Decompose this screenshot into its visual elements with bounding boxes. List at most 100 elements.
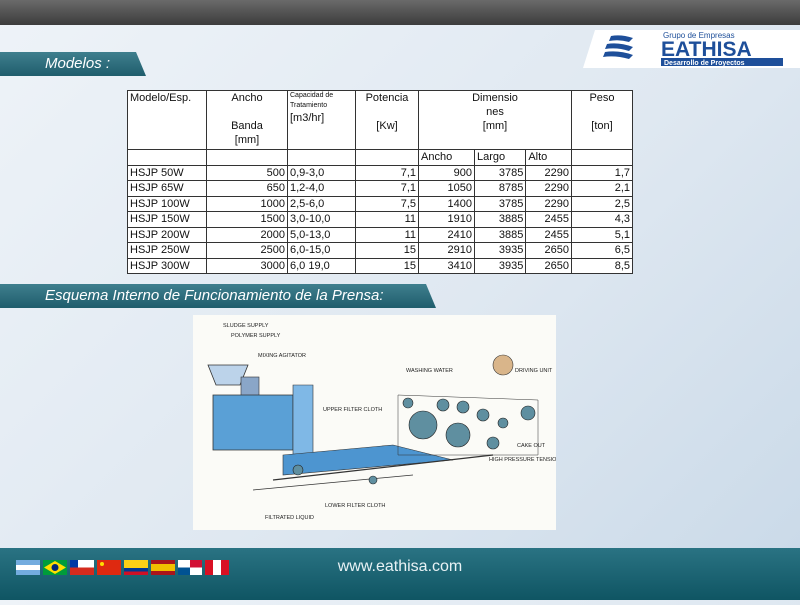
diagram-label: POLYMER SUPPLY xyxy=(231,333,281,339)
table-cell: 3785 xyxy=(474,195,527,212)
subheader-cell: Alto xyxy=(525,149,572,166)
table-cell: 650 xyxy=(206,180,288,197)
subheader-row: Ancho Largo Alto xyxy=(127,149,633,166)
table-row: HSJP 100W 1000 2,5-6,0 7,5 1400 3785 2290 2,5 xyxy=(127,195,633,212)
header-line: Capacidad de xyxy=(290,92,334,99)
subheader-cell: Largo xyxy=(474,149,527,166)
header-cell: Peso [ton] xyxy=(571,90,633,150)
table-row: HSJP 50W 500 0,9-3,0 7,1 900 3785 2290 1,7 xyxy=(127,164,633,181)
table-cell: 2290 xyxy=(525,164,572,181)
table-cell: 7,5 xyxy=(355,195,419,212)
table-cell: 4,3 xyxy=(571,211,633,228)
table-cell: 1,2-4,0 xyxy=(287,180,356,197)
diagram-label: SLUDGE SUPPLY xyxy=(223,323,269,329)
subheader-cell xyxy=(287,149,356,166)
table-cell: 3785 xyxy=(474,164,527,181)
section-banner: Modelos : xyxy=(0,52,146,76)
diagram-label: HIGH PRESSURE TENSION UNIT xyxy=(489,457,556,463)
subheader-cell xyxy=(355,149,419,166)
section-banner: Esquema Interno de Funcionamiento de la … xyxy=(0,284,436,308)
diagram-label: CAKE OUT xyxy=(517,443,546,449)
table-cell: 7,1 xyxy=(355,180,419,197)
table-cell: 1910 xyxy=(417,211,476,228)
header-line: Banda xyxy=(231,120,263,132)
header-line: [Kw] xyxy=(376,120,398,132)
table-cell: 2650 xyxy=(525,257,572,274)
header-row: Modelo/Esp. Ancho Banda [mm] Capacidad de Tra… xyxy=(127,90,633,150)
table-cell: 8,5 xyxy=(571,257,633,274)
flag xyxy=(16,560,229,575)
logo-name: EATHISA xyxy=(661,38,752,61)
table-cell: 3,0-10,0 xyxy=(287,211,356,228)
table-cell: 3885 xyxy=(474,211,527,228)
table-cell: 6,0-15,0 xyxy=(287,242,356,259)
table-cell: 2290 xyxy=(525,180,572,197)
table-cell: HSJP 150W xyxy=(127,211,207,228)
table-cell: 3935 xyxy=(474,257,527,274)
table-cell: 900 xyxy=(417,164,476,181)
table-cell: 3410 xyxy=(417,257,476,274)
table-cell: HSJP 100W xyxy=(127,195,207,212)
header-line: Tratamiento xyxy=(290,102,328,109)
table-cell: 1400 xyxy=(417,195,476,212)
table-cell: 2000 xyxy=(206,226,288,243)
header-line: Peso xyxy=(589,92,615,104)
table-cell: HSJP 200W xyxy=(127,226,207,243)
header-line: [mm] xyxy=(234,134,260,146)
diagram-label: UPPER FILTER CLOTH xyxy=(323,407,382,413)
header-line: nes xyxy=(486,106,504,118)
subheader-cell: Ancho xyxy=(417,149,476,166)
diagram-label: WASHING WATER xyxy=(406,368,453,374)
header-cell: Modelo/Esp. xyxy=(127,90,207,150)
table-cell: 3000 xyxy=(206,257,288,274)
table-row: HSJP 300W 3000 6,0 19,0 15 3410 3935 2650 8,5 xyxy=(127,257,633,274)
logo-graphic: Grupo de Empresas EATHISA Desarrollo de … xyxy=(603,31,783,67)
header-line: Ancho xyxy=(231,92,263,104)
table-cell: 2500 xyxy=(206,242,288,259)
table-cell: 1000 xyxy=(206,195,288,212)
table-cell: 6,5 xyxy=(571,242,633,259)
table-cell: 11 xyxy=(355,211,419,228)
logo-group: Grupo de Empresas xyxy=(663,31,735,40)
table-cell: 0,9-3,0 xyxy=(287,164,356,181)
header-line: Modelo/Esp. xyxy=(130,92,192,104)
header-line: [mm] xyxy=(482,120,508,132)
table-cell: 3885 xyxy=(474,226,527,243)
table-row: HSJP 250W 2500 6,0-15,0 15 2910 3935 2650 6,5 xyxy=(127,242,633,259)
table-cell: 2,5 xyxy=(571,195,633,212)
header-line: [m3/hr] xyxy=(290,112,325,124)
table-cell: 15 xyxy=(355,257,419,274)
table-cell: 3935 xyxy=(474,242,527,259)
logo: Grupo de Empresas EATHISA Desarrollo de … xyxy=(583,30,800,68)
table-cell: 1050 xyxy=(417,180,476,197)
header-cell: Ancho Banda [mm] xyxy=(206,90,288,150)
table-cell: 2650 xyxy=(525,242,572,259)
table-cell: 1,7 xyxy=(571,164,633,181)
table-cell: 5,1 xyxy=(571,226,633,243)
table-cell: 2,1 xyxy=(571,180,633,197)
header-cell: Capacidad de Tratamiento [m3/hr] xyxy=(287,90,356,150)
table-cell: 2,5-6,0 xyxy=(287,195,356,212)
diagram-label: DRIVING UNIT xyxy=(515,368,553,374)
logo-tagline: Desarrollo de Proyectos xyxy=(664,60,745,67)
table-cell: HSJP 300W xyxy=(127,257,207,274)
diagram-label: LOWER FILTER CLOTH xyxy=(325,503,385,509)
table-cell: 2455 xyxy=(525,226,572,243)
logo-strip xyxy=(661,58,783,66)
header-cell: Potencia [Kw] xyxy=(355,90,419,150)
table-cell: 500 xyxy=(206,164,288,181)
table-cell: 2455 xyxy=(525,211,572,228)
footer xyxy=(0,548,800,600)
table-cell: HSJP 250W xyxy=(127,242,207,259)
table-cell: HSJP 50W xyxy=(127,164,207,181)
table-cell: 8785 xyxy=(474,180,527,197)
diagram-label: MIXING AGITATOR xyxy=(258,353,306,359)
top-bar xyxy=(0,0,800,25)
table-cell: 1500 xyxy=(206,211,288,228)
table-row: HSJP 200W 2000 5,0-13,0 11 2410 3885 2455 5,1 xyxy=(127,226,633,243)
table-cell: 2290 xyxy=(525,195,572,212)
table-row: HSJP 150W 1500 3,0-10,0 11 1910 3885 2455 4,3 xyxy=(127,211,633,228)
table-cell: 11 xyxy=(355,226,419,243)
table-cell: 15 xyxy=(355,242,419,259)
